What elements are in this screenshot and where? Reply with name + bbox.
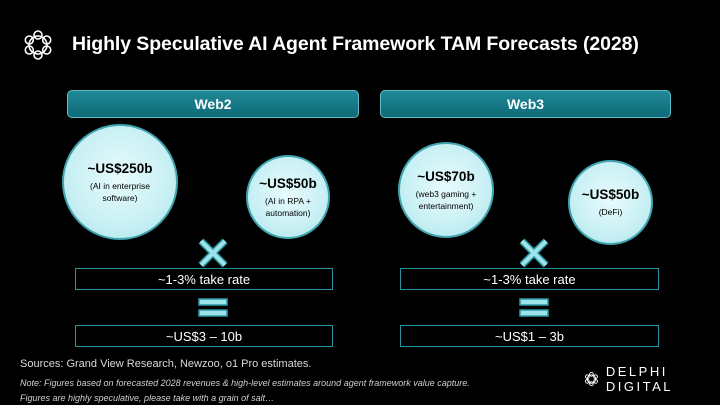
equals-icon <box>198 298 228 317</box>
delphi-logo-icon <box>585 371 598 387</box>
tam-circle-gaming: ~US$70b (web3 gaming + entertainment) <box>398 142 494 238</box>
circle-desc: (DeFi) <box>598 207 623 217</box>
multiply-icon <box>519 238 549 268</box>
circle-desc: entertainment) <box>418 200 474 211</box>
delphi-logo-icon <box>24 30 52 60</box>
tam-circle-defi: ~US$50b (DeFi) <box>568 160 653 245</box>
tam-circle-rpa: ~US$50b (AI in RPA + automation) <box>246 155 330 239</box>
take-rate-box: ~1-3% take rate <box>75 268 333 290</box>
circle-desc: (web3 gaming + <box>415 188 477 199</box>
web2-header: Web2 <box>67 90 359 118</box>
result-box: ~US$3 – 10b <box>75 325 333 347</box>
brand-logo: DELPHI DIGITAL <box>583 364 720 394</box>
circle-amount: ~US$50b <box>581 187 640 202</box>
multiply-icon <box>198 238 228 268</box>
tam-circle-enterprise: ~US$250b (AI in enterprise software) <box>62 124 178 240</box>
take-rate-box: ~1-3% take rate <box>400 268 659 290</box>
note-text: Note: Figures based on forecasted 2028 r… <box>20 378 470 388</box>
web3-header: Web3 <box>380 90 671 118</box>
note-text: Figures are highly speculative, please t… <box>20 393 275 403</box>
page-title: Highly Speculative AI Agent Framework TA… <box>72 33 639 55</box>
circle-desc: software) <box>102 192 138 203</box>
brand-name: DELPHI DIGITAL <box>605 364 673 394</box>
circle-desc: automation) <box>265 207 311 218</box>
result-box: ~US$1 – 3b <box>400 325 659 347</box>
equals-icon <box>519 298 549 317</box>
circle-desc: (AI in enterprise <box>90 180 150 191</box>
sources-text: Sources: Grand View Research, Newzoo, o1… <box>20 358 312 370</box>
circle-amount: ~US$70b <box>417 168 475 184</box>
circle-desc: (AI in RPA + <box>265 195 311 206</box>
circle-amount: ~US$50b <box>259 175 317 191</box>
circle-amount: ~US$250b <box>87 160 153 176</box>
